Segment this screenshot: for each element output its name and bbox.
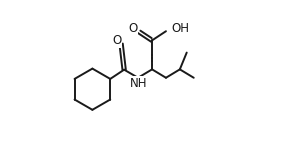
Text: O: O — [112, 34, 121, 47]
Text: NH: NH — [130, 77, 147, 90]
Text: O: O — [128, 22, 137, 35]
Text: OH: OH — [171, 22, 189, 35]
